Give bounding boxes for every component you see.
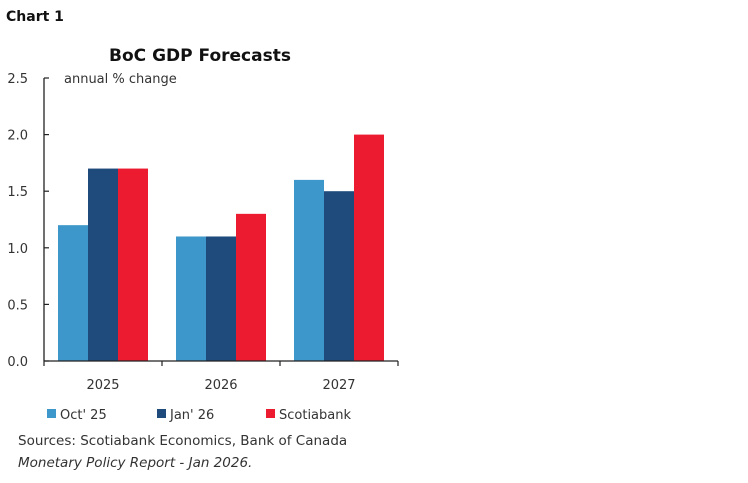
bar-jan-26-2026 <box>206 236 236 361</box>
legend-label: Scotiabank <box>279 408 351 423</box>
bar-scotiabank-2025 <box>118 168 148 361</box>
legend-swatch <box>157 409 166 418</box>
chart-title: BoC GDP Forecasts <box>109 46 291 66</box>
y-tick-label: 2.5 <box>7 72 28 87</box>
y-tick-label: 2.0 <box>7 129 28 144</box>
legend-swatch <box>266 409 275 418</box>
x-tick-label: 2025 <box>86 378 119 393</box>
bar-jan-26-2027 <box>324 191 354 361</box>
legend-label: Oct' 25 <box>60 408 107 423</box>
chart-label: Chart 1 <box>6 9 64 25</box>
y-axis-label: annual % change <box>64 72 177 87</box>
y-tick-label: 1.0 <box>7 242 28 257</box>
bar-scotiabank-2027 <box>354 134 384 361</box>
x-tick-label: 2026 <box>204 378 237 393</box>
sources-line-2: Monetary Policy Report - Jan 2026. <box>18 455 253 471</box>
legend-swatch <box>47 409 56 418</box>
y-tick-label: 0.5 <box>7 298 28 313</box>
bar-jan-26-2025 <box>88 168 118 361</box>
x-tick-label: 2027 <box>322 378 355 393</box>
bar-scotiabank-2026 <box>236 213 266 361</box>
y-tick-label: 1.5 <box>7 185 28 200</box>
sources-line-1: Sources: Scotiabank Economics, Bank of C… <box>18 433 348 449</box>
bar-oct-25-2026 <box>176 236 206 361</box>
y-tick-label: 0.0 <box>7 355 28 370</box>
bar-oct-25-2025 <box>58 225 88 361</box>
legend-label: Jan' 26 <box>169 408 214 423</box>
bar-oct-25-2027 <box>294 179 324 361</box>
